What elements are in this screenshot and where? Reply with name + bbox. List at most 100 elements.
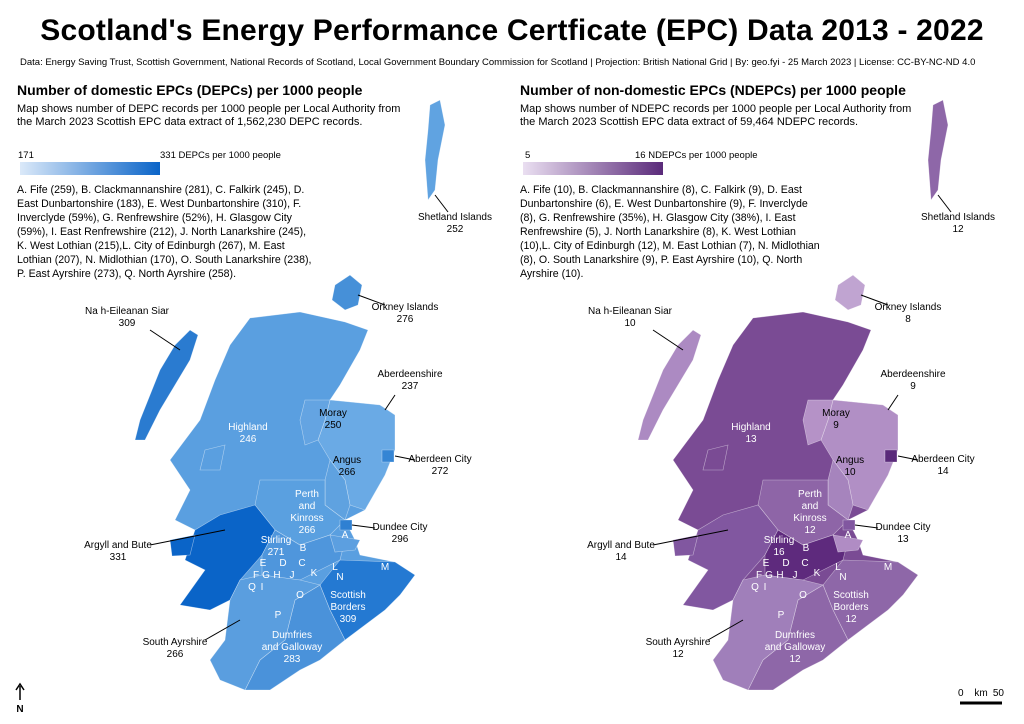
- area-letter: Q: [248, 582, 256, 593]
- area-letter: K: [814, 568, 821, 579]
- region-name: Dundee City: [372, 522, 427, 533]
- region-value: 331: [110, 552, 127, 563]
- credits: Data: Energy Saving Trust, Scottish Gove…: [20, 57, 976, 68]
- legend-min: 5: [525, 150, 531, 161]
- region-name: Highland: [228, 422, 267, 433]
- region: [424, 99, 446, 201]
- area-key: A. Fife (259), B. Clackmannanshire (281)…: [17, 184, 312, 280]
- area-letter: D: [279, 558, 286, 569]
- leader-line: [860, 294, 889, 306]
- area-letter: I: [764, 582, 767, 593]
- leader-line: [149, 329, 181, 351]
- area-letter: B: [300, 543, 307, 554]
- area-letter: L: [332, 562, 338, 573]
- region-value: 13: [897, 534, 909, 545]
- area-letter: N: [839, 572, 846, 583]
- region: [339, 519, 353, 531]
- region-name: Kinross: [793, 513, 826, 524]
- region: [299, 399, 331, 446]
- region-value: 14: [615, 552, 627, 563]
- region-value: 246: [240, 434, 257, 445]
- leader-line: [937, 194, 952, 213]
- leader-line: [384, 394, 396, 411]
- area-letter: M: [381, 562, 389, 573]
- region-name: South Ayrshire: [143, 637, 208, 648]
- area-letter: E: [260, 558, 267, 569]
- region-value: 266: [167, 649, 184, 660]
- region-name: Orkney Islands: [875, 302, 942, 313]
- scale-end: 50: [993, 688, 1005, 699]
- region-name: Shetland Islands: [418, 212, 492, 223]
- region: [712, 574, 824, 691]
- legend-max: 331 DEPCs per 1000 people: [160, 150, 281, 161]
- region-name: Dumfries: [272, 630, 312, 641]
- region-value: 12: [804, 525, 816, 536]
- region: [832, 534, 864, 553]
- area-letter: B: [803, 543, 810, 554]
- region-name: Moray: [319, 408, 347, 419]
- region-value: 10: [844, 467, 856, 478]
- region-value: 252: [447, 224, 464, 235]
- region-value: 16: [773, 547, 785, 558]
- area-letter: J: [290, 570, 295, 581]
- area-letter: P: [275, 610, 282, 621]
- region-name: Borders: [833, 602, 868, 613]
- leader-line: [854, 524, 879, 529]
- region-value: 283: [284, 654, 301, 665]
- leader-line: [897, 455, 919, 461]
- region: [637, 329, 702, 441]
- area-letter: F: [253, 570, 259, 581]
- region-name: Aberdeenshire: [377, 369, 442, 380]
- legend-bar: [20, 162, 160, 175]
- region-name: Scottish: [330, 590, 366, 601]
- area-letter: L: [835, 562, 841, 573]
- region: [802, 399, 834, 446]
- region-name: Argyll and Bute: [587, 540, 655, 551]
- area-letter: F: [756, 570, 762, 581]
- leader-line: [149, 529, 226, 546]
- area-letter: O: [296, 590, 304, 601]
- area-letter: E: [763, 558, 770, 569]
- region: [134, 329, 199, 441]
- region: [834, 274, 866, 311]
- legend-max: 16 NDEPCs per 1000 people: [635, 150, 758, 161]
- north-label: N: [16, 704, 23, 715]
- legend-bar: [523, 162, 663, 175]
- region: [884, 449, 898, 463]
- region-value: 309: [340, 614, 357, 625]
- panel-description: Map shows number of DEPC records per 100…: [17, 103, 401, 128]
- region-name: South Ayrshire: [646, 637, 711, 648]
- leader-line: [351, 524, 376, 529]
- region-value: 271: [268, 547, 285, 558]
- region-name: and: [802, 501, 819, 512]
- region-value: 237: [402, 381, 419, 392]
- area-letter: C: [298, 558, 305, 569]
- area-letter: G: [262, 570, 270, 581]
- region: [702, 444, 729, 471]
- panel-heading: Number of non-domestic EPCs (NDEPCs) per…: [520, 82, 906, 98]
- title: Scotland's Energy Performance Certficate…: [40, 14, 984, 47]
- region-value: 13: [745, 434, 757, 445]
- region-name: Orkney Islands: [372, 302, 439, 313]
- region: [927, 99, 949, 201]
- region-name: Aberdeen City: [408, 454, 471, 465]
- region: [199, 444, 226, 471]
- scale-start: 0: [958, 688, 964, 699]
- panel-description: Map shows number of NDEPC records per 10…: [520, 103, 912, 128]
- region-value: 266: [339, 467, 356, 478]
- region-name: and Galloway: [262, 642, 323, 653]
- region-value: 296: [392, 534, 409, 545]
- region-value: 9: [833, 420, 839, 431]
- area-letter: I: [261, 582, 264, 593]
- region-name: Aberdeen City: [911, 454, 974, 465]
- region-name: Perth: [798, 489, 822, 500]
- region-name: Scottish: [833, 590, 869, 601]
- leader-line: [887, 394, 899, 411]
- region: [381, 449, 395, 463]
- region-value: 12: [789, 654, 801, 665]
- leader-line: [434, 194, 449, 213]
- area-letter: J: [793, 570, 798, 581]
